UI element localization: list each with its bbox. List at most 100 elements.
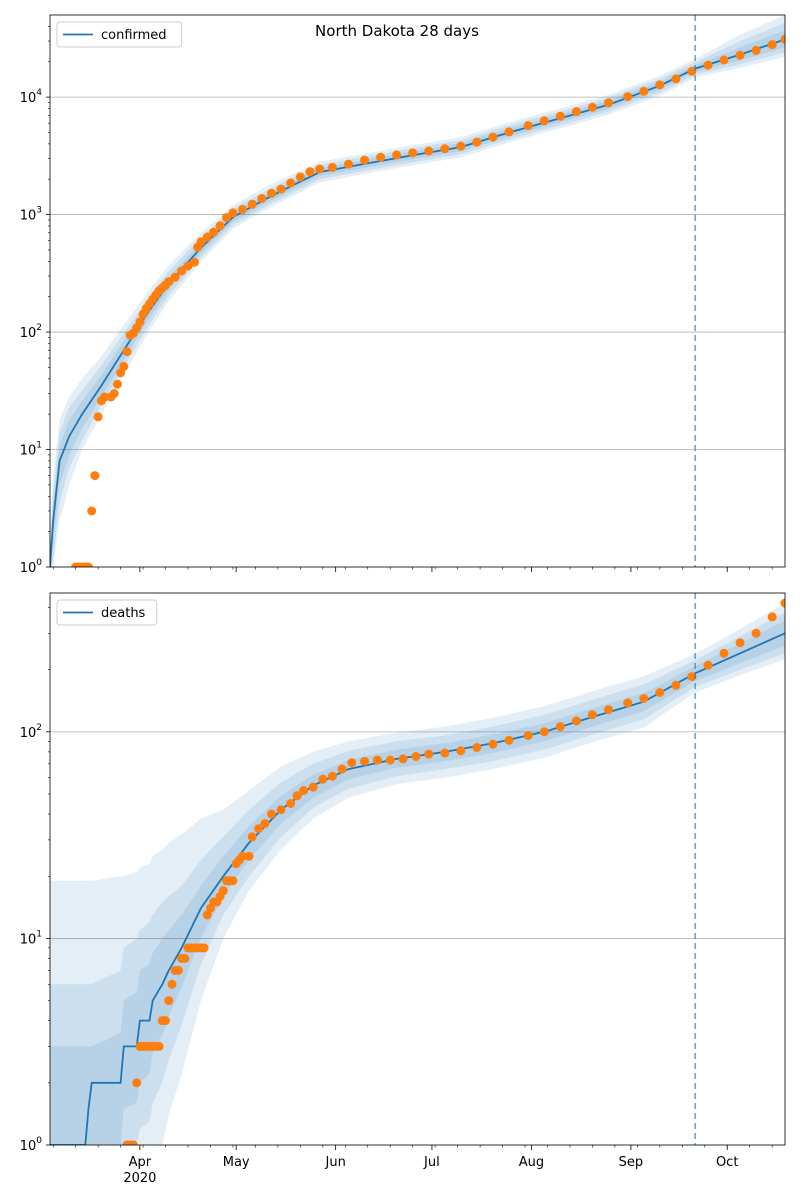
y-tick-label: 101 xyxy=(20,441,42,459)
plot-area xyxy=(50,593,785,1145)
observed-point xyxy=(202,232,212,242)
observed-point xyxy=(555,722,565,732)
observed-point xyxy=(639,694,649,703)
observed-point xyxy=(456,141,466,151)
y-tick-exponent: 2 xyxy=(36,323,42,333)
observed-point xyxy=(440,748,450,758)
observed-point xyxy=(199,943,209,953)
observed-point xyxy=(247,832,257,842)
observed-point xyxy=(164,996,174,1006)
observed-point xyxy=(780,598,785,608)
observed-point xyxy=(472,743,482,752)
observed-point xyxy=(735,50,745,60)
observed-point xyxy=(604,98,613,108)
observed-point xyxy=(90,471,100,481)
observed-point xyxy=(587,710,597,720)
observed-point xyxy=(167,979,177,989)
observed-point xyxy=(360,756,369,766)
axes-frame xyxy=(49,14,786,568)
axes-frame xyxy=(49,592,786,1146)
observed-point xyxy=(385,755,395,765)
x-tick-label: May xyxy=(223,1155,250,1170)
x-tick-label: Apr xyxy=(129,1155,152,1170)
observed-point xyxy=(170,272,180,282)
observed-point xyxy=(228,876,238,886)
observed-point xyxy=(318,774,328,784)
observed-point xyxy=(276,184,286,194)
observed-point xyxy=(87,506,97,516)
observed-point xyxy=(247,199,257,209)
uncertainty-band xyxy=(50,620,785,1145)
observed-point xyxy=(337,764,347,774)
y-tick-exponent: 3 xyxy=(36,206,42,216)
y-tick-label: 100 xyxy=(20,558,43,576)
observed-point xyxy=(308,782,318,792)
observed-point xyxy=(488,739,498,749)
legend-box xyxy=(56,21,183,48)
legend-label: confirmed xyxy=(101,28,167,43)
observed-point xyxy=(687,66,697,76)
observed-point xyxy=(189,257,199,267)
observed-point xyxy=(161,1016,170,1026)
observed-point xyxy=(408,148,418,158)
observed-point xyxy=(260,819,270,828)
y-tick-label: 103 xyxy=(20,206,42,224)
x-tick-label: Jul xyxy=(423,1155,440,1170)
observed-point xyxy=(286,799,296,808)
model-line xyxy=(50,632,785,1145)
observed-point xyxy=(655,80,665,90)
observed-point xyxy=(587,102,597,112)
observed-point xyxy=(119,361,129,371)
x-axis: Apr May Jun Jul Aug Sep Oct 2020 xyxy=(123,1155,738,1186)
observed-point xyxy=(472,137,482,147)
observed-point xyxy=(604,705,613,715)
observed-point xyxy=(154,1041,164,1051)
observed-point xyxy=(222,213,231,223)
observed-point xyxy=(488,132,498,142)
observed-point xyxy=(202,910,212,920)
x-tick-label: Jun xyxy=(325,1155,346,1170)
observed-point xyxy=(132,1078,142,1088)
x-year-label: 2020 xyxy=(123,1171,156,1186)
observed-point xyxy=(244,851,254,861)
observed-point xyxy=(571,716,581,726)
y-tick-exponent: 0 xyxy=(36,1136,42,1146)
y-tick-exponent: 1 xyxy=(36,441,42,451)
y-tick-exponent: 2 xyxy=(36,723,42,733)
observed-point xyxy=(623,92,633,102)
observed-point xyxy=(173,965,183,975)
observed-point xyxy=(671,680,681,690)
observed-point xyxy=(215,221,225,231)
observed-point xyxy=(703,660,713,670)
observed-point xyxy=(305,167,315,177)
observed-point xyxy=(164,277,174,287)
x-tick-label: Aug xyxy=(519,1155,544,1170)
observed-point xyxy=(398,754,408,764)
y-tick-exponent: 1 xyxy=(36,929,42,939)
legend: deaths xyxy=(56,599,158,626)
observed-point xyxy=(292,791,302,801)
observed-point xyxy=(571,107,581,117)
observed-point xyxy=(180,953,190,963)
observed-point xyxy=(719,648,729,658)
observed-point xyxy=(327,771,337,781)
observed-point xyxy=(238,204,248,214)
observed-point xyxy=(539,727,549,737)
observed-point xyxy=(411,752,421,761)
legend-label: deaths xyxy=(101,606,146,621)
observed-point xyxy=(267,809,276,819)
observed-point xyxy=(523,731,533,740)
observed-point xyxy=(360,155,369,165)
observed-point xyxy=(327,162,337,172)
observed-point xyxy=(196,237,206,247)
x-tick-label: Sep xyxy=(619,1155,644,1170)
observed-point xyxy=(424,749,434,759)
observed-point xyxy=(112,379,122,389)
observed-point xyxy=(523,121,533,131)
observed-point xyxy=(238,851,248,861)
observed-point xyxy=(639,86,649,96)
observed-point xyxy=(257,194,267,203)
observed-point xyxy=(719,55,729,65)
